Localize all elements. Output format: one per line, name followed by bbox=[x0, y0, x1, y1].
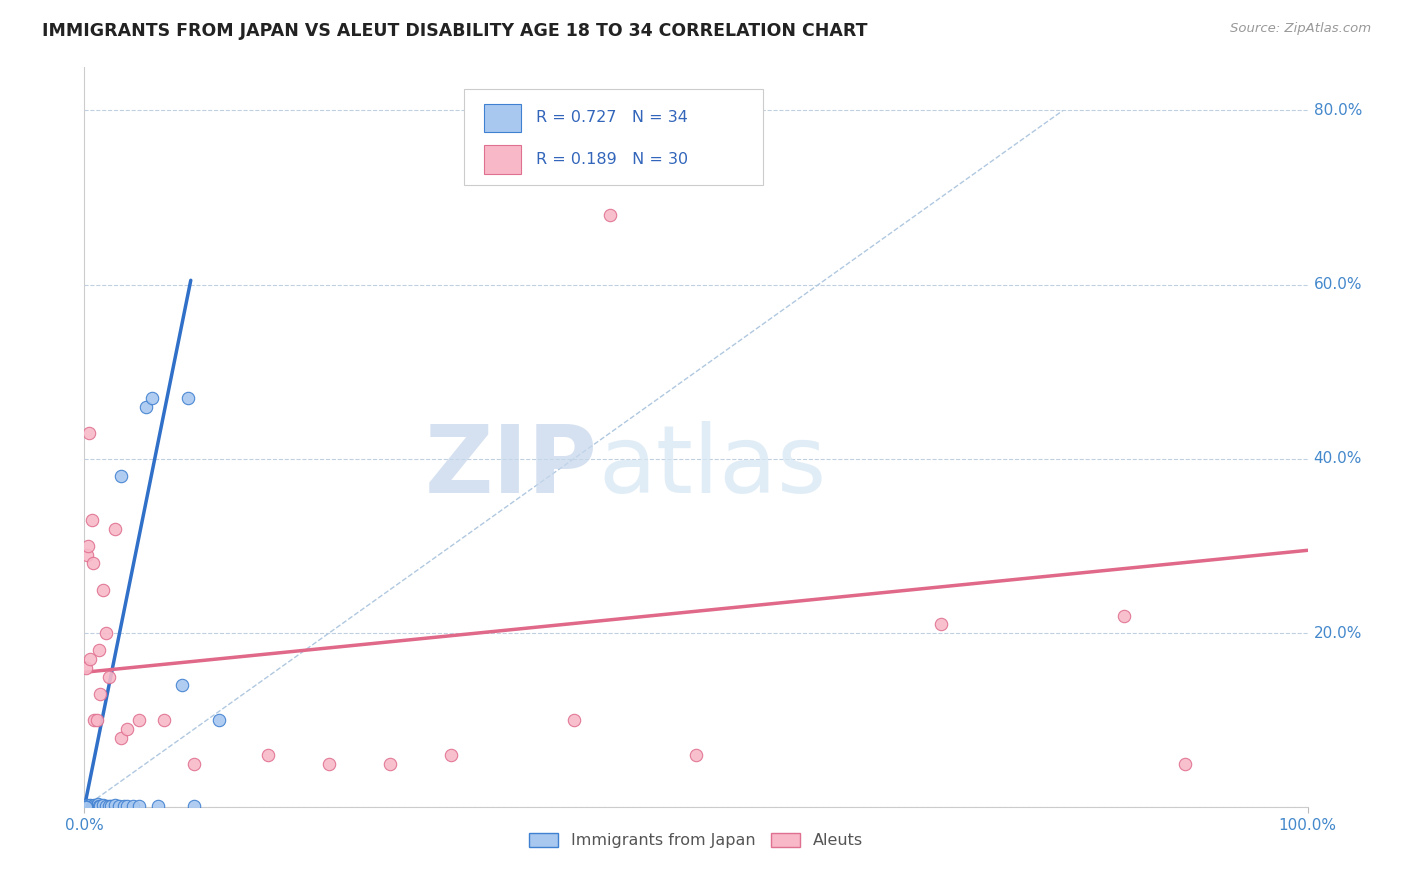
Point bbox=[87, 797, 110, 811]
Point bbox=[110, 469, 132, 483]
Point bbox=[122, 799, 145, 814]
Point bbox=[91, 582, 114, 597]
Legend: Immigrants from Japan, Aleuts: Immigrants from Japan, Aleuts bbox=[523, 826, 869, 855]
Point bbox=[76, 548, 98, 562]
Point bbox=[82, 557, 104, 571]
Point bbox=[1114, 608, 1136, 623]
Point bbox=[79, 652, 101, 666]
Point bbox=[86, 713, 108, 727]
Point bbox=[86, 798, 108, 813]
Text: 20.0%: 20.0% bbox=[1313, 625, 1362, 640]
Point bbox=[80, 513, 103, 527]
Point bbox=[208, 713, 231, 727]
Point bbox=[100, 799, 122, 814]
Point bbox=[76, 797, 98, 812]
Text: 60.0%: 60.0% bbox=[1313, 277, 1362, 293]
Point bbox=[87, 643, 110, 657]
Point bbox=[97, 670, 120, 684]
Text: atlas: atlas bbox=[598, 421, 827, 513]
Point bbox=[599, 208, 621, 222]
Point bbox=[1174, 756, 1197, 771]
Point bbox=[135, 400, 157, 414]
Point bbox=[82, 798, 104, 813]
Point bbox=[110, 731, 132, 745]
Text: ZIP: ZIP bbox=[425, 421, 598, 513]
Point bbox=[318, 756, 340, 771]
Point bbox=[183, 756, 205, 771]
Point bbox=[440, 747, 463, 762]
Point bbox=[107, 799, 129, 814]
Text: R = 0.189   N = 30: R = 0.189 N = 30 bbox=[536, 152, 688, 167]
Point bbox=[104, 522, 127, 536]
Point bbox=[77, 425, 100, 440]
Point bbox=[87, 799, 110, 814]
Point bbox=[183, 799, 205, 814]
Point bbox=[685, 747, 707, 762]
Point bbox=[128, 713, 150, 727]
Point bbox=[83, 713, 105, 727]
Text: 40.0%: 40.0% bbox=[1313, 451, 1362, 467]
Point bbox=[75, 799, 97, 814]
FancyBboxPatch shape bbox=[464, 89, 763, 186]
Point bbox=[84, 799, 107, 814]
Point bbox=[83, 797, 105, 812]
Point bbox=[929, 617, 952, 632]
Point bbox=[79, 797, 101, 812]
Point bbox=[76, 799, 98, 814]
Point bbox=[153, 713, 176, 727]
Bar bbox=[484, 145, 522, 174]
Text: 80.0%: 80.0% bbox=[1313, 103, 1362, 118]
Point bbox=[97, 798, 120, 813]
Point bbox=[562, 713, 585, 727]
Point bbox=[96, 799, 118, 814]
Point bbox=[146, 799, 169, 814]
Point bbox=[75, 798, 97, 813]
Point bbox=[104, 797, 127, 812]
Point bbox=[112, 799, 135, 814]
Point bbox=[75, 800, 97, 814]
Point bbox=[115, 799, 138, 814]
Point bbox=[380, 756, 402, 771]
Point bbox=[172, 678, 194, 692]
Point bbox=[141, 391, 163, 405]
Text: R = 0.727   N = 34: R = 0.727 N = 34 bbox=[536, 111, 688, 125]
Point bbox=[77, 798, 100, 813]
Point bbox=[128, 799, 150, 814]
Point bbox=[89, 687, 111, 701]
Point bbox=[75, 661, 97, 675]
Point bbox=[80, 799, 103, 814]
Point bbox=[77, 798, 100, 813]
Point bbox=[89, 798, 111, 813]
Point bbox=[91, 797, 114, 812]
Point bbox=[77, 539, 100, 553]
Point bbox=[177, 391, 200, 405]
Point bbox=[115, 722, 138, 736]
Point bbox=[257, 747, 280, 762]
Text: Source: ZipAtlas.com: Source: ZipAtlas.com bbox=[1230, 22, 1371, 36]
Text: IMMIGRANTS FROM JAPAN VS ALEUT DISABILITY AGE 18 TO 34 CORRELATION CHART: IMMIGRANTS FROM JAPAN VS ALEUT DISABILIT… bbox=[42, 22, 868, 40]
Bar bbox=[484, 103, 522, 132]
Point bbox=[96, 626, 118, 640]
